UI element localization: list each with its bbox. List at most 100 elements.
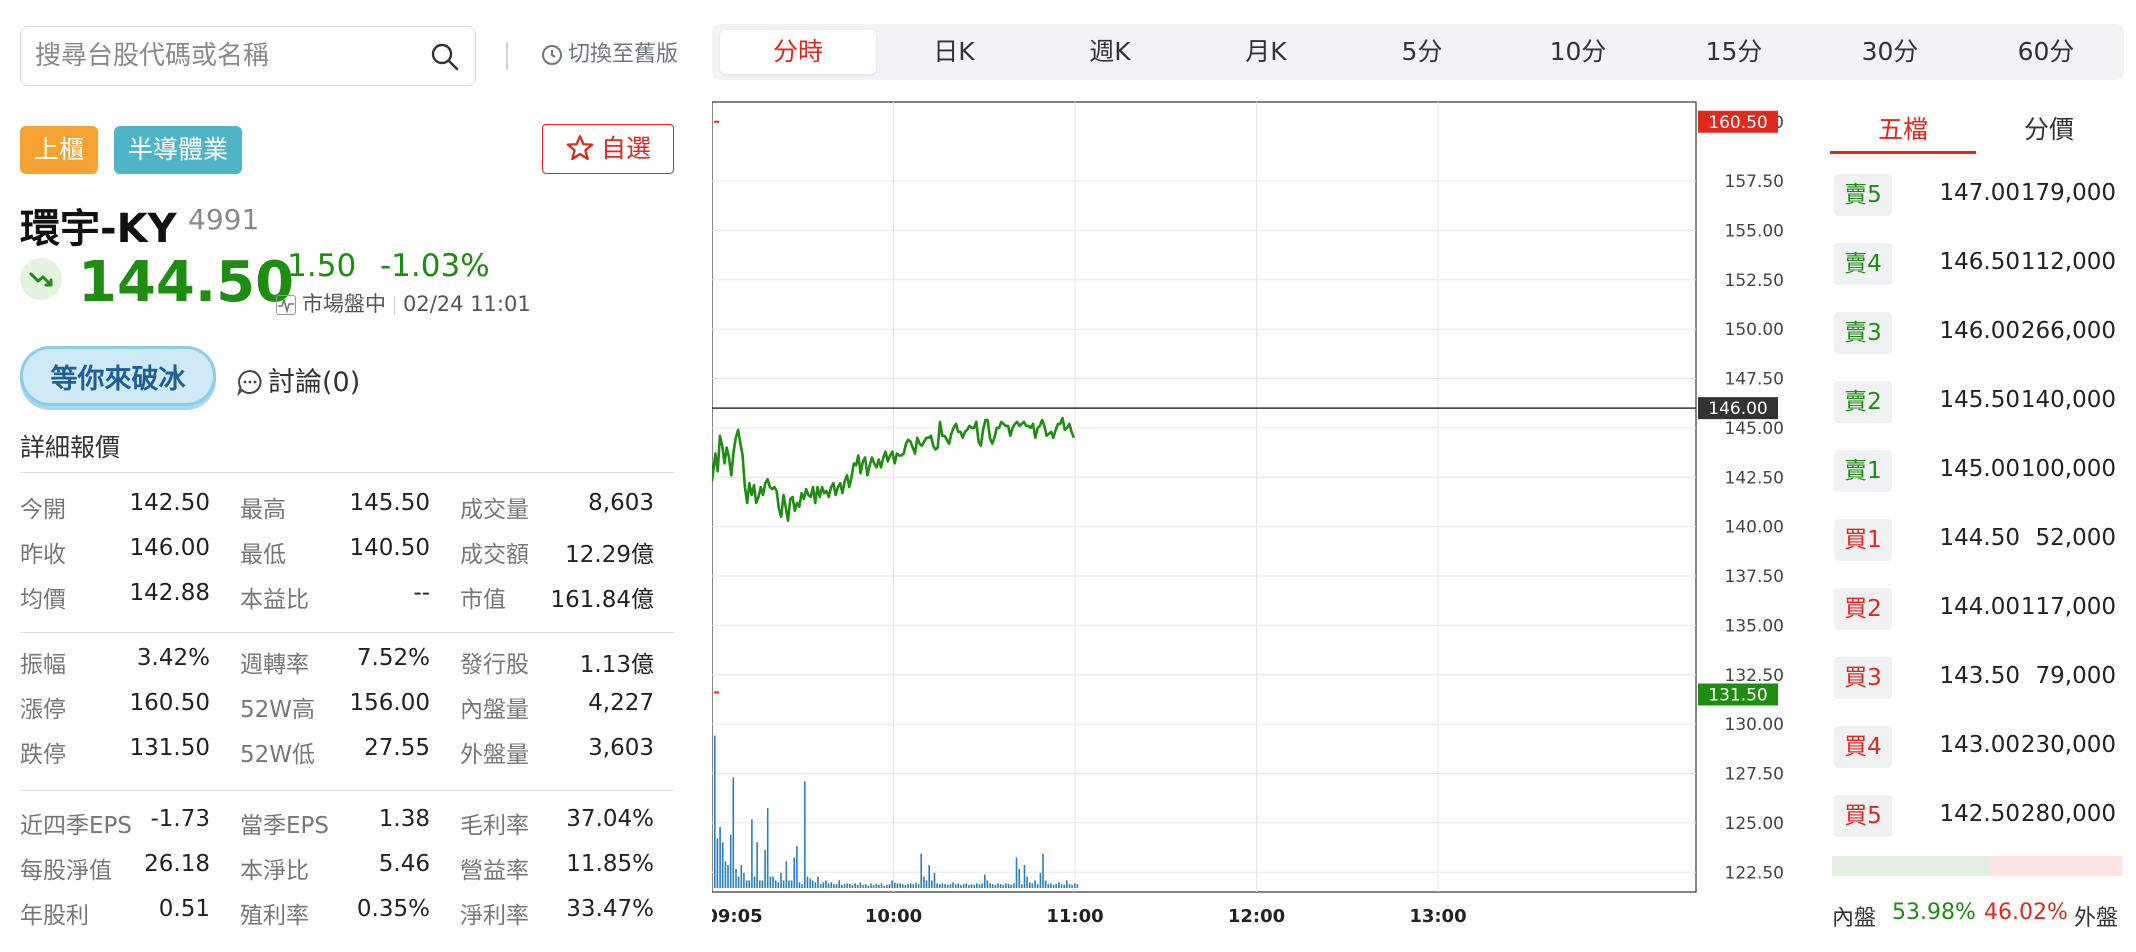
intraday-chart: 160.50 157.50 155.00 152.50 150.00 147.50 145.… [712,101,1784,927]
volume-bar [872,885,875,888]
level-price[interactable]: 146.00 [1939,318,2020,344]
market-status-text: 市場盤中 [302,292,386,316]
volume-bar [962,884,965,888]
tab-intraday[interactable]: 分時 [720,30,876,74]
y-tick-label: 155.00 [1725,221,1784,241]
ask-row: 賣3 146.00 266,000 [1834,308,2120,358]
volume-bar [714,735,716,888]
volume-bar [811,880,814,888]
x-tick-label: 12:00 [1228,906,1285,927]
stock-name: 環宇-KY [20,206,177,252]
volume-bar [1013,883,1015,888]
detail-value: 27.55 [364,735,430,761]
volume-bar [986,880,989,888]
tab-30min[interactable]: 30分 [1861,37,1919,66]
volume-bar [970,884,973,888]
pulse-icon [276,295,296,315]
volume-bar [729,834,732,888]
outer-label: 外盤 [2074,906,2119,931]
detail-row: 近四季EPS -1.73 當季EPS 1.38 毛利率 37.04% [20,806,674,850]
level-volume: 179,000 [2020,180,2116,206]
volume-bar [1076,884,1079,888]
volume-bar [901,884,904,888]
volume-bar [917,884,920,888]
tab-15min[interactable]: 15分 [1705,37,1763,66]
discussion-link[interactable]: 討論(0) [236,360,360,399]
tab-five-levels[interactable]: 五檔 [1830,106,1976,154]
volume-bar [724,861,727,888]
detail-quote-title: 詳細報價 [20,433,121,462]
limit-down-tag-bg [1698,683,1778,706]
volume-bar [772,876,774,888]
bid-level-label: 買4 [1834,726,1892,768]
tab-daily-k[interactable]: 日K [933,37,975,66]
volume-bar [989,883,991,888]
volume-bar [923,876,925,888]
detail-value: 7.52% [356,645,430,671]
detail-value: 131.50 [129,735,210,761]
volume-bar [782,880,785,888]
level-price[interactable]: 143.50 [1939,663,2020,689]
icebreaker-badge[interactable]: 等你來破冰 [20,346,216,406]
level-price[interactable]: 145.50 [1939,387,2020,413]
volume-bar [796,846,798,888]
volume-bar [1007,884,1010,888]
level-price[interactable]: 144.00 [1939,594,2020,620]
volume-bar [994,885,997,888]
detail-label: 本淨比 [240,858,309,884]
tab-monthly-k[interactable]: 月K [1245,37,1287,66]
level-volume: 280,000 [2020,801,2116,827]
inner-outer-ratio-bar [1832,856,2122,876]
volume-bar [793,857,795,888]
stock-code: 4991 [188,203,260,236]
level-price[interactable]: 147.00 [1939,180,2020,206]
x-tick-label: 10:00 [865,906,922,927]
detail-row: 昨收 146.00 最低 140.50 成交額 12.29億 [20,535,674,579]
volume-bar [936,883,938,888]
tab-60min[interactable]: 60分 [2017,37,2075,66]
tab-price-distribution[interactable]: 分價 [2023,115,2074,144]
add-watchlist-button[interactable]: 自選 [542,124,674,174]
level-volume: 140,000 [2020,387,2116,413]
industry-tag[interactable]: 半導體業 [114,126,243,174]
inner-ratio-fill [1832,856,1989,876]
detail-label: 今開 [20,497,66,523]
detail-value: 142.88 [129,580,210,606]
ask-level-label: 賣4 [1834,243,1892,285]
volume-bar [1015,857,1018,888]
volume-bar [1047,884,1050,888]
volume-bar [801,884,803,888]
switch-old-version-link[interactable]: 切換至舊版 [540,40,678,70]
detail-label: 當季EPS [240,813,330,839]
market-tag[interactable]: 上櫃 [20,126,99,174]
outer-percent: 46.02% [1984,900,2068,925]
level-price[interactable]: 146.50 [1939,249,2020,275]
detail-label: 近四季EPS [20,813,133,839]
reference-price-tag: 146.00 [1708,399,1767,419]
level-price[interactable]: 142.50 [1939,801,2020,827]
volume-bar [756,842,758,888]
tab-10min[interactable]: 10分 [1549,37,1607,66]
limit-up-tag: 160.50 [1708,113,1767,133]
volume-bar [978,884,981,888]
discussion-label: 討論(0) [268,367,361,398]
detail-value: 4,227 [588,690,654,716]
detail-label: 52W高 [240,697,316,723]
volume-bar [745,880,748,888]
volume-bar [933,872,936,888]
price-change-percent: -1.03% [380,248,490,284]
tab-5min[interactable]: 5分 [1401,37,1443,66]
volume-bar [1058,882,1060,888]
bid-row: 買5 142.50 280,000 [1834,791,2120,841]
level-price[interactable]: 143.00 [1939,732,2020,758]
level-volume: 230,000 [2020,732,2116,758]
volume-bar [880,883,883,888]
volume-bar [1021,884,1023,888]
tab-weekly-k[interactable]: 週K [1089,37,1131,66]
level-price[interactable]: 145.00 [1939,456,2020,482]
search-input[interactable]: 搜尋台股代碼或名稱 [20,26,476,86]
detail-row: 每股淨值 26.18 本淨比 5.46 營益率 11.85% [20,851,674,895]
level-price[interactable]: 144.50 [1939,525,2020,551]
search-icon[interactable] [429,41,461,73]
volume-bar [1074,883,1076,888]
